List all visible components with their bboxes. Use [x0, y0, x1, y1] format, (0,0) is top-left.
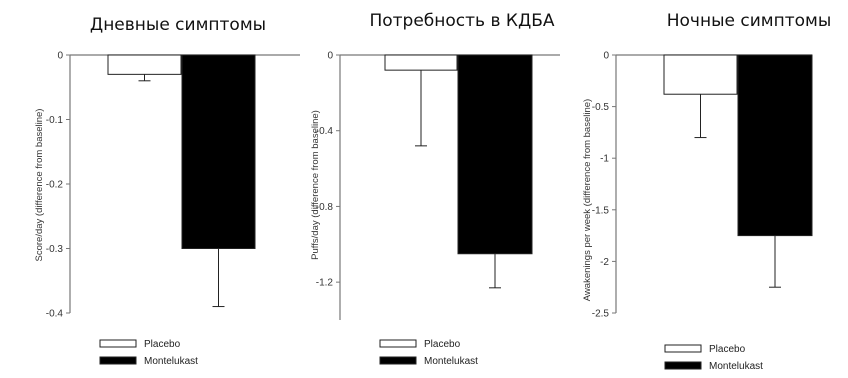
legend-swatch-montelukast	[379, 356, 417, 365]
y-tick-label: -0.5	[592, 102, 610, 113]
y-tick-label: -0.8	[316, 202, 334, 213]
legend-swatch-placebo	[379, 339, 417, 348]
legend: Placebo Montelukast	[664, 344, 763, 372]
chart-panel-3: Ночные симптомы Awakenings per week (diff…	[582, 11, 831, 372]
chart-title: Ночные симптомы	[667, 11, 832, 31]
y-tick-label: -2.5	[592, 309, 610, 320]
legend-label: Montelukast	[144, 356, 198, 367]
y-tick-label: -0.1	[46, 115, 64, 126]
y-tick-label: -1.5	[592, 205, 610, 216]
legend-swatch-montelukast	[664, 361, 702, 370]
legend-label: Placebo	[424, 339, 461, 350]
y-tick-label: 0	[603, 51, 609, 62]
y-tick-label: -0.4	[316, 126, 334, 137]
y-tick-label: -1	[600, 154, 609, 165]
bar-montelukast	[457, 54, 533, 255]
legend: Placebo Montelukast	[99, 339, 198, 367]
legend-label: Placebo	[144, 339, 181, 350]
y-tick-label: 0	[327, 51, 333, 62]
legend-label: Montelukast	[424, 356, 478, 367]
y-tick-label: -0.3	[46, 244, 64, 255]
bar-montelukast	[181, 54, 256, 249]
bar-placebo	[384, 54, 458, 71]
legend-swatch-placebo	[99, 339, 137, 348]
legend-swatch-montelukast	[99, 356, 137, 365]
bar-placebo	[107, 54, 182, 75]
bar-placebo	[663, 54, 738, 95]
chart-panel-1: Дневные симптомы Score/day (difference fr…	[34, 15, 300, 367]
y-tick-label: -1.2	[316, 278, 334, 289]
y-axis-label: Puffs/day (difference from baseline)	[310, 110, 321, 260]
legend: Placebo Montelukast	[379, 339, 478, 367]
y-tick-label: 0	[57, 51, 63, 62]
y-tick-label: -2	[600, 257, 609, 268]
legend-label: Montelukast	[709, 361, 763, 372]
y-tick-label: -0.2	[46, 180, 64, 191]
y-axis-label: Score/day (difference from baseline)	[34, 109, 45, 262]
chart-title: Дневные симптомы	[90, 15, 266, 35]
y-tick-label: -0.4	[46, 309, 64, 320]
y-axis-label: Awakenings per week (difference from bas…	[582, 99, 593, 301]
legend-label: Placebo	[709, 344, 746, 355]
chart-title: Потребность в КДБА	[369, 11, 554, 31]
legend-swatch-placebo	[664, 344, 702, 353]
bar-montelukast	[737, 54, 813, 237]
chart-panel-2: Потребность в КДБА Puffs/day (difference …	[310, 11, 560, 367]
